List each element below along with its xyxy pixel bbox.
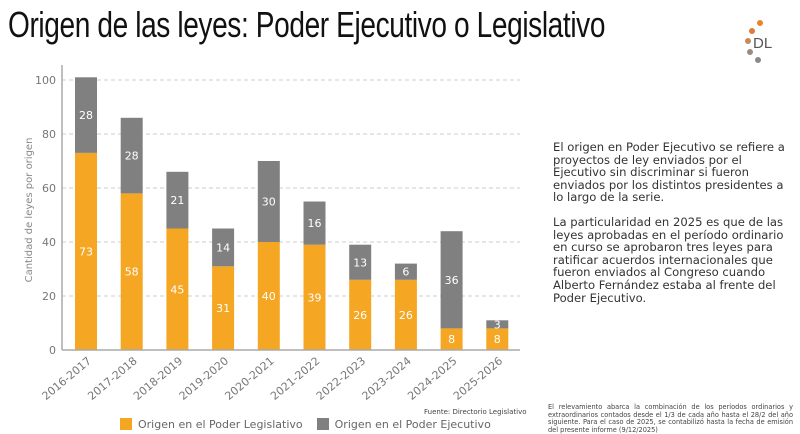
x-tick-label: 2023-2024 (360, 354, 414, 403)
y-tick-label: 100 (35, 74, 56, 87)
bar-ejecutivo (212, 228, 235, 267)
bar-ejecutivo (349, 244, 372, 280)
y-tick-label: 40 (42, 236, 56, 249)
bar-ejecutivo (166, 171, 189, 229)
note-paragraph: La particularidad en 2025 es que de las … (553, 214, 784, 305)
bar-legislativo (486, 328, 509, 350)
chart-legend: Origen en el Poder Legislativo Origen en… (120, 418, 491, 431)
data-label-legislativo: 8 (448, 333, 455, 346)
data-label-ejecutivo: 28 (125, 150, 139, 163)
legend-swatch-ejecutivo (316, 418, 329, 430)
data-label-legislativo: 40 (262, 290, 276, 303)
x-tick-label: 2020-2021 (222, 354, 276, 403)
bar-ejecutivo (257, 161, 280, 242)
data-label-legislativo: 45 (170, 283, 184, 296)
x-tick-label: 2019-2020 (177, 354, 231, 403)
logo-dot-icon (747, 49, 753, 55)
bar-legislativo (349, 279, 372, 350)
footnote: El relevamiento abarca la combinación de… (548, 403, 793, 434)
logo-dot-icon (757, 20, 763, 26)
logo: DL (735, 20, 785, 65)
page-title: Origen de las leyes: Poder Ejecutivo o L… (8, 4, 606, 45)
bar-ejecutivo (394, 263, 417, 280)
bar-ejecutivo (75, 77, 97, 153)
bar-ejecutivo (440, 231, 463, 329)
bar-legislativo (394, 279, 417, 350)
legend-item-ejecutivo: Origen en el Poder Ejecutivo (316, 418, 491, 431)
bar-legislativo (440, 328, 463, 350)
logo-dot-icon (745, 38, 751, 44)
y-axis-label: Cantidad de leyes por origen (24, 138, 35, 283)
data-label-ejecutivo: 6 (402, 266, 409, 279)
note-paragraph: El origen en Poder Ejecutivo se refiere … (553, 140, 785, 205)
bar-legislativo (166, 228, 189, 350)
x-tick-label: 2018-2019 (131, 354, 185, 403)
data-label-ejecutivo: 14 (216, 241, 230, 254)
data-label-ejecutivo: 3 (494, 318, 501, 331)
data-label-legislativo: 58 (125, 266, 139, 279)
data-label-ejecutivo: 16 (308, 217, 322, 230)
legend-label: Origen en el Poder Legislativo (138, 418, 303, 431)
x-tick-label: 2022-2023 (314, 354, 368, 403)
data-label-legislativo: 26 (353, 309, 367, 322)
data-label-legislativo: 31 (216, 302, 230, 315)
notes-panel: El origen en Poder Ejecutivo se refiere … (553, 141, 793, 316)
bar-legislativo (75, 152, 97, 350)
y-tick-label: 0 (49, 344, 56, 357)
y-tick-label: 80 (42, 128, 56, 141)
data-label-ejecutivo: 21 (170, 194, 184, 207)
y-tick-label: 60 (42, 182, 56, 195)
legend-label: Origen en el Poder Ejecutivo (334, 418, 491, 431)
data-label-legislativo: 39 (308, 291, 322, 304)
data-label-ejecutivo: 36 (445, 274, 459, 287)
data-label-legislativo: 26 (399, 309, 413, 322)
data-label-ejecutivo: 28 (79, 109, 93, 122)
data-label-legislativo: 8 (494, 333, 501, 346)
data-label-ejecutivo: 30 (262, 196, 276, 209)
bar-legislativo (120, 193, 143, 350)
bar-ejecutivo (303, 201, 326, 245)
legend-swatch-legislativo (120, 418, 132, 430)
y-axis-ticks: 0 20 40 60 80 100 (35, 74, 56, 357)
chart-source: Fuente: Directorio Legislativo (424, 408, 527, 416)
bars: 73 28 58 28 45 21 31 14 40 30 39 16 26 13 26 6 8 36 8 3 (75, 77, 509, 350)
y-tick-label: 20 (42, 290, 56, 303)
x-tick-label: 2024-2025 (405, 354, 459, 403)
legend-item-legislativo: Origen en el Poder Legislativo (120, 418, 303, 431)
data-label-legislativo: 73 (79, 245, 93, 258)
bar-ejecutivo (486, 320, 509, 329)
x-tick-label: 2017-2018 (85, 354, 139, 403)
logo-dot-icon (749, 28, 755, 34)
x-tick-label: 2021-2022 (268, 354, 322, 403)
x-tick-label: 2016-2017 (40, 354, 94, 403)
bar-legislativo (303, 244, 326, 350)
bar-legislativo (212, 266, 235, 350)
logo-dot-icon (755, 57, 761, 63)
stacked-bar-chart: 0 20 40 60 80 100 73 28 58 28 45 21 31 14 40 30 39 16 26 1… (24, 65, 520, 403)
x-tick-label: 2025-2026 (451, 354, 505, 403)
x-axis-ticks: 2016-20172017-20182018-20192019-20202020… (40, 354, 506, 403)
bar-legislativo (257, 242, 280, 350)
data-label-ejecutivo: 13 (353, 256, 367, 269)
logo-text: DL (753, 35, 773, 52)
bar-ejecutivo (120, 117, 143, 194)
